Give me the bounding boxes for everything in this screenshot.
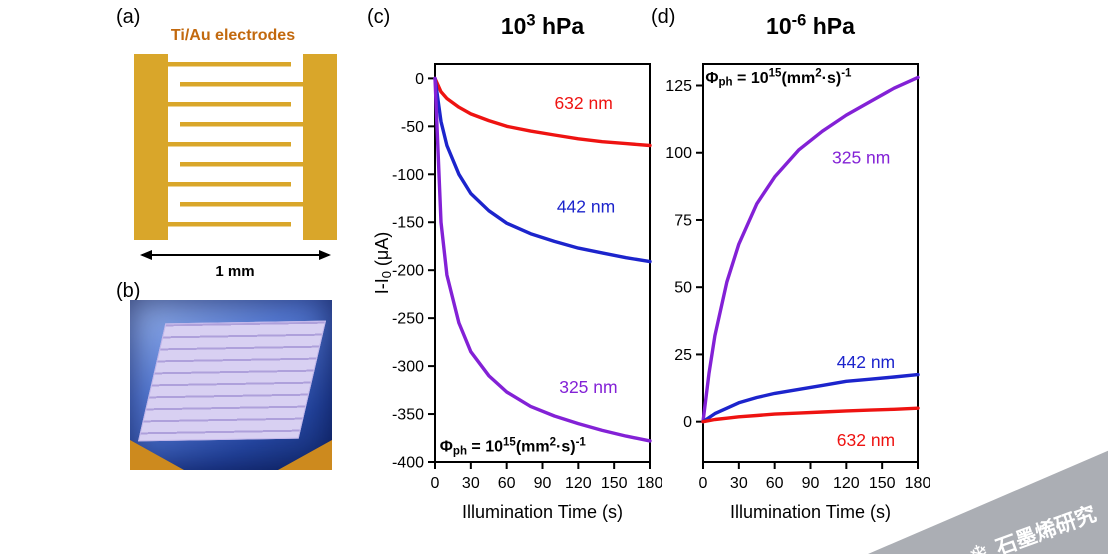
x-tick-label: 120 xyxy=(565,475,592,492)
x-tick-label: 150 xyxy=(869,475,896,492)
y-tick-label: 0 xyxy=(415,71,424,88)
axis-frame xyxy=(434,63,651,463)
electrode-schematic: Ti/Au electrodes 1 mm xyxy=(134,27,337,280)
scale-arrow xyxy=(140,250,331,260)
x-axis-label: Illumination Time (s) xyxy=(730,502,891,522)
x-tick-label: 90 xyxy=(534,475,552,492)
series-325-nm xyxy=(701,75,920,424)
series-442-nm xyxy=(701,372,920,424)
x-tick-label: 0 xyxy=(431,475,440,492)
y-tick-label: -150 xyxy=(392,215,424,232)
x-tick-label: 180 xyxy=(905,475,930,492)
y-axis: 0 25 50 75 100 125 xyxy=(665,78,703,431)
electrode-title: Ti/Au electrodes xyxy=(171,27,295,44)
panel-label-d: (d) xyxy=(651,6,676,28)
y-tick-label: 125 xyxy=(665,78,692,95)
panel-label-a: (a) xyxy=(116,6,141,28)
right-electrode-pad xyxy=(303,54,337,240)
axis-frame xyxy=(702,63,919,463)
x-axis-label: Illumination Time (s) xyxy=(462,502,623,522)
series-label: 442 nm xyxy=(557,197,615,217)
x-tick-label: 150 xyxy=(601,475,628,492)
device-chip xyxy=(137,320,327,442)
gold-contact-right xyxy=(278,440,332,470)
series-label: 325 nm xyxy=(832,148,890,168)
flux-annotation: Φph = 1015(mm2·s)-1 xyxy=(440,436,587,457)
x-tick-label: 30 xyxy=(462,475,480,492)
electrode-fingers xyxy=(168,62,303,227)
y-tick-label: 100 xyxy=(665,145,692,162)
series-label: 442 nm xyxy=(837,352,895,372)
y-axis-label: I-I0 (μA) xyxy=(372,232,394,295)
device-photo xyxy=(130,300,332,470)
flux-annotation: Φph = 1015(mm2·s)-1 xyxy=(705,68,852,89)
chart-c: 103 hPa 0 30 60 90 120 150 180 0 -50 -100 -150 -200 -… xyxy=(372,10,662,522)
chart-title: 103 hPa xyxy=(501,10,585,39)
x-tick-label: 120 xyxy=(833,475,860,492)
x-tick-label: 90 xyxy=(802,475,820,492)
chart-title: 10-6 hPa xyxy=(766,10,855,39)
scale-label: 1 mm xyxy=(215,263,254,280)
series-632-nm xyxy=(701,406,920,424)
y-tick-label: 25 xyxy=(674,347,692,364)
x-tick-label: 0 xyxy=(699,475,708,492)
y-tick-label: -200 xyxy=(392,263,424,280)
panel-label-c: (c) xyxy=(367,6,391,28)
y-tick-label: -100 xyxy=(392,167,424,184)
panel-label-b: (b) xyxy=(116,280,141,302)
chart-d: 10-6 hPa 0 30 60 90 120 150 180 0 25 50 75 100 125 Ill… xyxy=(665,10,930,522)
y-tick-label: -350 xyxy=(392,407,424,424)
watermark: ❄ 石墨烯研究 xyxy=(868,434,1108,554)
series-label: 632 nm xyxy=(837,430,895,450)
x-tick-label: 30 xyxy=(730,475,748,492)
series-632-nm xyxy=(433,76,652,148)
x-tick-label: 60 xyxy=(766,475,784,492)
x-tick-label: 180 xyxy=(637,475,662,492)
y-tick-label: -250 xyxy=(392,311,424,328)
x-axis: 0 30 60 90 120 150 180 xyxy=(431,462,662,492)
y-tick-label: -400 xyxy=(392,455,424,472)
gold-contact-left xyxy=(130,440,184,470)
y-tick-label: -300 xyxy=(392,359,424,376)
series-442-nm xyxy=(433,76,652,264)
y-tick-label: -50 xyxy=(401,119,424,136)
y-axis: 0 -50 -100 -150 -200 -250 -300 -350 -400 xyxy=(392,71,435,472)
y-tick-label: 0 xyxy=(683,414,692,431)
x-axis: 0 30 60 90 120 150 180 xyxy=(699,462,930,492)
left-electrode-pad xyxy=(134,54,168,240)
series-label: 325 nm xyxy=(559,377,617,397)
y-tick-label: 75 xyxy=(674,212,692,229)
series-325-nm xyxy=(433,76,652,443)
y-tick-label: 50 xyxy=(674,280,692,297)
x-tick-label: 60 xyxy=(498,475,516,492)
series-label: 632 nm xyxy=(554,93,612,113)
